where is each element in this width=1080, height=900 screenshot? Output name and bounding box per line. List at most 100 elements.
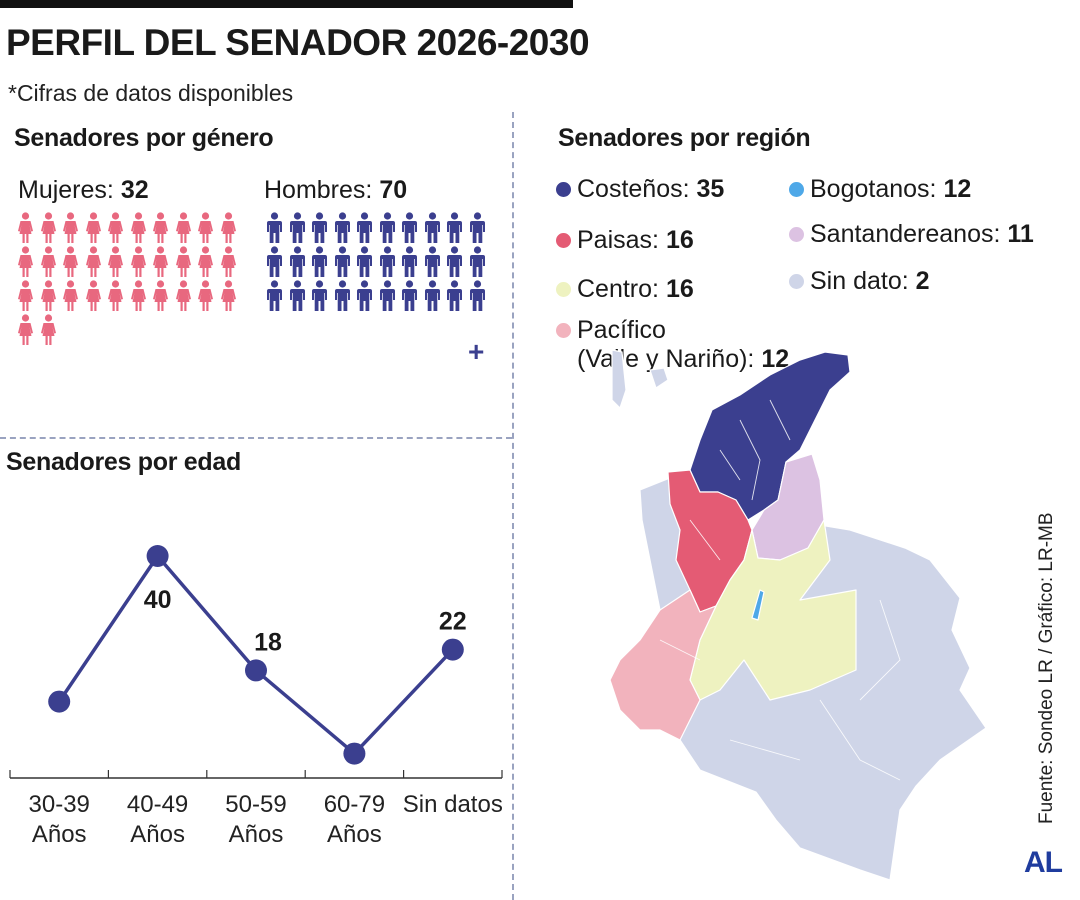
woman-icon	[40, 280, 56, 311]
man-icon	[289, 280, 305, 311]
legend-label-sin-dato: Sin dato:	[810, 267, 916, 295]
legend-label-paisas: Paisas:	[577, 226, 666, 254]
legend-value-centro: 16	[665, 275, 694, 303]
man-icon	[402, 212, 417, 243]
legend-item-pacifico: Pacífico (Valle y Nariño): 12	[556, 316, 789, 374]
legend-label-pacifico: (Valle y Nariño):	[577, 345, 762, 373]
woman-icon	[108, 280, 123, 311]
woman-icon	[198, 280, 213, 311]
x-tick-label: Años	[32, 821, 87, 848]
man-icon	[424, 212, 440, 243]
man-icon	[357, 280, 372, 311]
x-tick-label: 40-49	[127, 791, 188, 818]
x-tick-label: 30-39	[29, 791, 90, 818]
legend-label-pacifico-line1: Pacífico	[577, 316, 666, 344]
man-icon	[402, 280, 417, 311]
legend-value-santandereanos: 11	[1007, 220, 1034, 248]
man-icon	[424, 246, 440, 277]
woman-icon	[18, 246, 33, 277]
man-icon	[424, 280, 440, 311]
region-heading: Senadores por región	[558, 124, 811, 152]
man-icon	[447, 280, 462, 311]
x-tick-label: 50-59	[225, 791, 286, 818]
man-icon	[379, 280, 395, 311]
woman-icon	[175, 246, 191, 277]
legend-label-santandereanos: Santandereanos:	[810, 220, 1008, 248]
man-icon	[267, 212, 282, 243]
woman-icon	[85, 246, 101, 277]
man-icon	[379, 212, 395, 243]
legend-dot-centro	[556, 282, 571, 297]
woman-icon	[175, 280, 191, 311]
woman-icon	[85, 212, 101, 243]
woman-icon	[63, 246, 78, 277]
brand-logo: AL	[1024, 846, 1063, 879]
page-title: PERFIL DEL SENADOR 2026-2030	[6, 22, 590, 63]
x-tick-label: Años	[229, 821, 284, 848]
woman-icon	[153, 280, 168, 311]
women-value: 32	[120, 176, 149, 204]
woman-icon	[108, 212, 123, 243]
legend-label-costenos: Costeños:	[577, 175, 697, 203]
woman-icon	[220, 212, 236, 243]
age-point	[245, 659, 267, 682]
woman-icon	[40, 314, 56, 345]
man-icon	[312, 212, 327, 243]
map-island-1	[611, 349, 627, 409]
legend-value-costenos: 35	[696, 175, 725, 203]
woman-icon	[198, 246, 213, 277]
woman-icon	[18, 314, 33, 345]
horizontal-divider	[0, 437, 512, 439]
man-icon	[334, 212, 350, 243]
map-island-2	[649, 367, 669, 389]
legend-item-sin-dato: Sin dato: 2	[789, 267, 930, 296]
plus-icon: +	[468, 336, 485, 367]
man-icon	[289, 246, 305, 277]
map-region-pacifico	[609, 589, 717, 741]
legend-dot-paisas	[556, 233, 571, 248]
woman-icon	[153, 246, 168, 277]
woman-icon	[85, 280, 101, 311]
subtitle: *Cifras de datos disponibles	[8, 80, 294, 106]
age-point	[441, 638, 464, 661]
woman-icon	[18, 212, 33, 243]
man-icon	[267, 246, 282, 277]
vertical-divider	[512, 112, 514, 900]
x-tick-label: Años	[327, 821, 382, 848]
colombia-region-map	[609, 349, 987, 880]
age-data-label: 40	[144, 586, 172, 614]
woman-icon	[220, 280, 236, 311]
legend-item-bogotanos: Bogotanos: 12	[789, 175, 971, 204]
men-label-text: Hombres:	[264, 176, 380, 204]
x-tick-label: Años	[130, 821, 185, 848]
age-point	[343, 742, 366, 765]
legend-item-centro: Centro: 16	[556, 275, 694, 304]
men-pictogram	[264, 212, 489, 314]
man-icon	[447, 212, 462, 243]
legend-dot-costenos	[556, 182, 571, 197]
man-icon	[312, 246, 327, 277]
legend-value-paisas: 16	[665, 226, 694, 254]
man-icon	[357, 246, 372, 277]
woman-icon	[108, 246, 123, 277]
legend-item-paisas: Paisas: 16	[556, 226, 694, 255]
woman-icon	[130, 280, 146, 311]
woman-icon	[130, 212, 146, 243]
woman-icon	[18, 280, 33, 311]
man-icon	[289, 212, 305, 243]
woman-icon	[175, 212, 191, 243]
woman-icon	[63, 212, 78, 243]
man-icon	[469, 212, 485, 243]
map-internal-borders	[659, 399, 901, 781]
man-icon	[469, 246, 485, 277]
legend-value-sin-dato: 2	[915, 267, 930, 295]
man-icon	[469, 280, 485, 311]
legend-dot-santandereanos	[789, 227, 804, 242]
man-icon	[334, 246, 350, 277]
age-point	[48, 690, 71, 713]
legend-value-bogotanos: 12	[943, 175, 972, 203]
x-tick-label: 60-79	[324, 791, 385, 818]
man-icon	[402, 246, 417, 277]
woman-icon	[220, 246, 236, 277]
age-heading: Senadores por edad	[6, 448, 241, 476]
